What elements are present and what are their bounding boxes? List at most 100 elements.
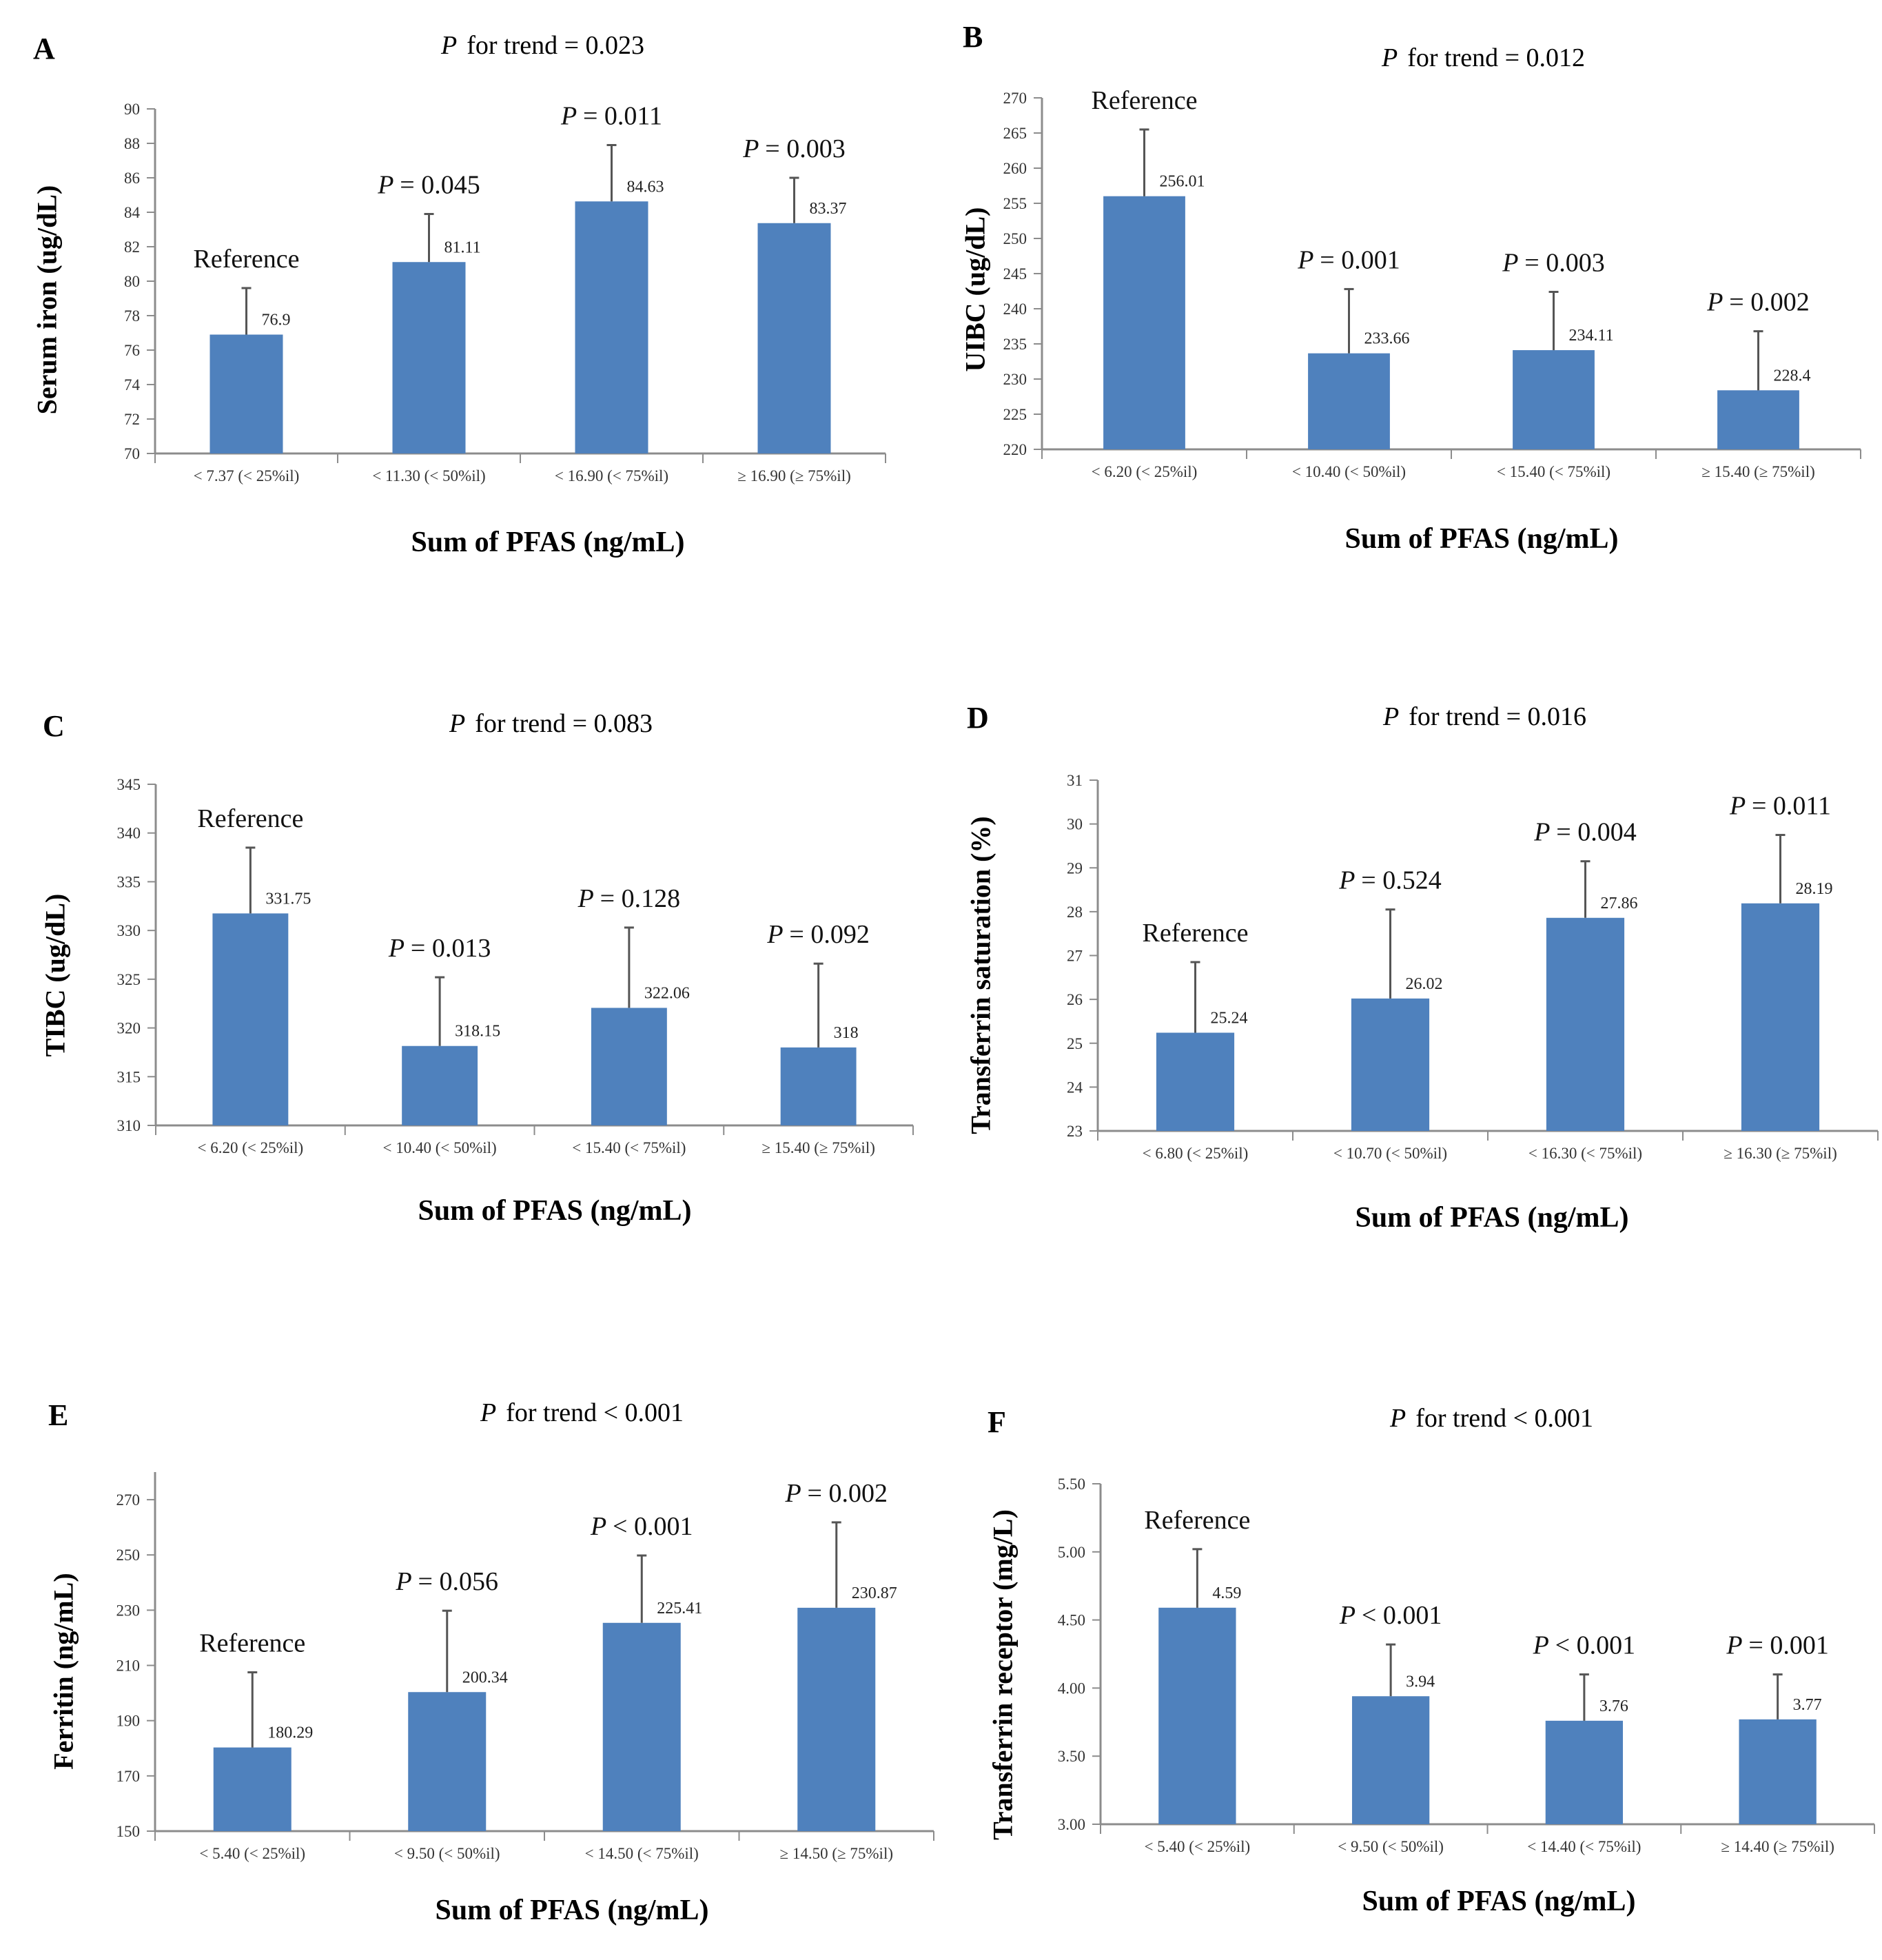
value-label: 228.4 [1774, 367, 1811, 385]
bar-chart-uibc: 220 225 230 235 240 245 250 255 260 265 270 256.01 R… [1003, 86, 1861, 480]
p-symbol: P [377, 171, 400, 200]
p-value-annotation: P < 0.001 [1339, 1601, 1442, 1630]
category-label: < 5.40 (< 25%il) [199, 1845, 305, 1862]
category-label: ≥ 16.30 (≥ 75%il) [1724, 1145, 1837, 1162]
annotation-text: Reference [194, 245, 300, 274]
trend-text: for trend = 0.016 [1409, 702, 1587, 731]
value-label: 230.87 [852, 1584, 897, 1602]
p-symbol: P [1726, 1631, 1748, 1660]
bar [602, 1622, 681, 1831]
category-label: < 6.20 (< 25%il) [1092, 463, 1198, 480]
p-symbol: P [590, 1512, 613, 1541]
category-label: < 10.70 (< 50%il) [1333, 1145, 1447, 1162]
annotation-text: = 0.013 [411, 934, 491, 963]
category-label: < 14.50 (< 75%il) [585, 1845, 699, 1862]
annotation-text: = 0.004 [1556, 818, 1636, 847]
y-tick-label: 150 [116, 1823, 141, 1840]
trend-text: for trend = 0.023 [467, 31, 645, 60]
y-tick-label: 220 [1003, 441, 1027, 458]
value-label: 234.11 [1569, 327, 1614, 345]
p-symbol: P [742, 134, 765, 163]
bar [1546, 917, 1625, 1131]
p-value-annotation: P = 0.002 [1706, 288, 1809, 317]
y-tick-label: 23 [1067, 1123, 1083, 1140]
bar [1308, 353, 1390, 449]
bar [402, 1045, 478, 1125]
p-value-annotation: P = 0.128 [577, 884, 680, 913]
p-symbol: P [766, 920, 789, 949]
y-tick-label: 230 [1003, 371, 1027, 388]
annotation-text: = 0.003 [1524, 249, 1604, 278]
annotation-text: Reference [1092, 86, 1198, 115]
y-tick-label: 5.50 [1058, 1476, 1085, 1493]
p-value-annotation: P = 0.001 [1726, 1631, 1828, 1660]
value-label: 3.77 [1793, 1696, 1822, 1714]
panel-letter: E [48, 1398, 69, 1432]
x-axis-label: Sum of PFAS (ng/mL) [1362, 1886, 1636, 1917]
trend-p: P [441, 31, 458, 60]
annotation-text: < 0.001 [1555, 1631, 1635, 1660]
y-tick-label: 320 [117, 1020, 141, 1037]
x-axis-label: Sum of PFAS (ng/mL) [1344, 523, 1619, 555]
p-symbol: P [1729, 792, 1752, 821]
y-tick-label: 230 [116, 1602, 141, 1619]
y-tick-label: 315 [117, 1068, 141, 1085]
p-value-annotation: P = 0.001 [1297, 245, 1400, 274]
category-label: < 11.30 (< 50%il) [372, 467, 485, 484]
y-tick-label: 325 [117, 971, 141, 988]
value-label: 26.02 [1406, 975, 1443, 993]
value-label: 25.24 [1211, 1009, 1248, 1027]
p-value-annotation: P = 0.092 [766, 920, 869, 949]
x-axis-label: Sum of PFAS (ng/mL) [1355, 1202, 1629, 1234]
panel-letter: B [963, 20, 983, 54]
category-label: < 16.90 (< 75%il) [555, 467, 668, 484]
y-tick-label: 190 [116, 1713, 141, 1730]
y-tick-label: 4.50 [1058, 1612, 1085, 1629]
bar [797, 1607, 876, 1831]
p-symbol: P [1706, 288, 1729, 317]
p-symbol: P [388, 934, 411, 963]
bar [575, 201, 648, 453]
bar [392, 262, 466, 453]
annotation-text: = 0.003 [765, 134, 845, 163]
category-label: < 9.50 (< 50%il) [1338, 1838, 1444, 1855]
y-tick-label: 340 [117, 825, 141, 842]
annotation-text: = 0.045 [400, 171, 480, 200]
y-tick-label: 86 [124, 170, 140, 187]
trend-text: for trend = 0.083 [475, 709, 653, 738]
category-label: < 10.40 (< 50%il) [383, 1139, 497, 1156]
category-label: ≥ 16.90 (≥ 75%il) [737, 467, 851, 484]
bar [780, 1047, 857, 1125]
bar [1741, 903, 1820, 1131]
p-value-annotation: P = 0.003 [742, 134, 845, 163]
y-tick-label: 31 [1067, 772, 1083, 789]
value-label: 83.37 [810, 200, 847, 218]
y-tick-label: 78 [124, 307, 140, 325]
trend-text: for trend < 0.001 [1415, 1404, 1594, 1433]
category-label: < 6.20 (< 25%il) [198, 1139, 304, 1156]
bar [1351, 998, 1430, 1131]
y-tick-label: 345 [117, 776, 141, 793]
y-tick-label: 5.00 [1058, 1544, 1085, 1561]
y-tick-label: 270 [1003, 90, 1027, 107]
y-tick-label: 210 [116, 1657, 141, 1675]
y-tick-label: 82 [124, 238, 140, 256]
bar [213, 1747, 291, 1831]
bar [1717, 390, 1799, 449]
category-label: ≥ 14.50 (≥ 75%il) [779, 1845, 893, 1862]
value-label: 28.19 [1796, 880, 1833, 898]
bar [1158, 1607, 1236, 1824]
p-symbol: P [1502, 249, 1524, 278]
category-label: < 6.80 (< 25%il) [1143, 1145, 1249, 1162]
bar [757, 223, 831, 453]
reference-annotation: Reference [197, 804, 303, 833]
p-symbol: P [396, 1567, 418, 1596]
value-label: 3.94 [1406, 1673, 1435, 1691]
y-tick-label: 88 [124, 135, 140, 152]
value-label: 233.66 [1364, 330, 1410, 348]
